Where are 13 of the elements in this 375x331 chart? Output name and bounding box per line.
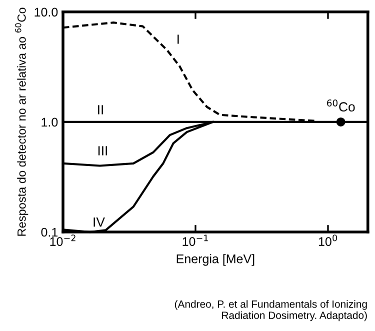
series-label: II bbox=[98, 105, 103, 114]
series-label: III bbox=[98, 146, 107, 156]
x-tick-label: 10$^{0}$ bbox=[318, 234, 337, 246]
x-tick-label: 10$^{−1}$ bbox=[182, 234, 208, 246]
y-axis-title: Resposta do detector no ar relativa ao $^{60}$Co bbox=[15, 8, 28, 236]
series-label: IV bbox=[94, 218, 105, 227]
y-tick-label: 0.1 bbox=[41, 228, 58, 237]
y-tick-label: 10.0 bbox=[34, 8, 58, 17]
x-axis-title: Energia [MeV] bbox=[176, 254, 254, 266]
series-label: $^{60}$Co bbox=[327, 99, 355, 112]
series-label: I bbox=[178, 34, 179, 44]
text: (Andreo, P. et al Fundamentals of Ionizing Radiation Dosimetry. Adaptado) bbox=[174, 300, 367, 322]
y-tick-label: 1.0 bbox=[42, 118, 58, 127]
